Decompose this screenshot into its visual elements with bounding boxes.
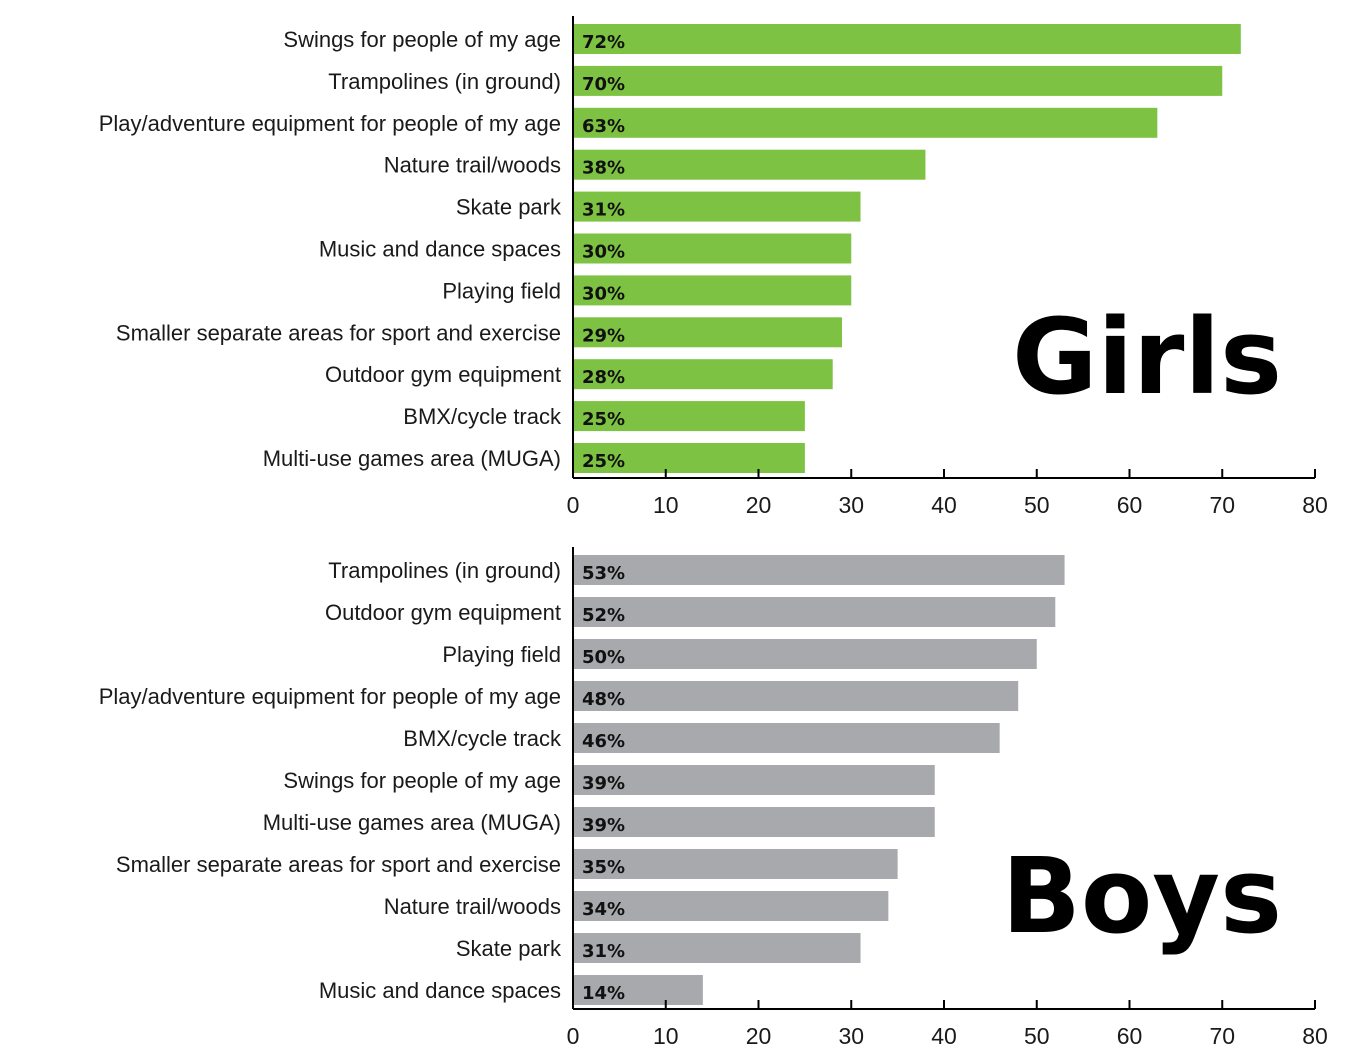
girls-bar-7 xyxy=(573,317,842,348)
girls-bar-0 xyxy=(573,24,1241,54)
boys-value-label-0: 53% xyxy=(582,563,625,584)
girls-category-label-1: Trampolines (in ground) xyxy=(328,69,561,94)
girls-category-label-3: Nature trail/woods xyxy=(384,153,561,178)
boys-value-label-3: 48% xyxy=(582,689,625,710)
girls-category-label-9: BMX/cycle track xyxy=(403,404,562,429)
girls-x-tick-label-3: 30 xyxy=(838,492,864,518)
girls-category-label-4: Skate park xyxy=(456,195,562,220)
girls-bar-9 xyxy=(573,401,805,432)
girls-category-label-7: Smaller separate areas for sport and exe… xyxy=(116,320,561,345)
boys-x-tick-label-2: 20 xyxy=(746,1023,772,1049)
boys-category-label-1: Outdoor gym equipment xyxy=(325,600,561,625)
girls-value-label-10: 25% xyxy=(582,451,625,472)
girls-bar-5 xyxy=(573,233,852,264)
girls-value-label-5: 30% xyxy=(582,242,625,263)
boys-category-label-8: Nature trail/woods xyxy=(384,894,561,919)
boys-value-label-4: 46% xyxy=(582,731,625,752)
boys-value-label-9: 31% xyxy=(582,941,625,962)
boys-category-label-10: Music and dance spaces xyxy=(319,978,561,1003)
boys-value-label-8: 34% xyxy=(582,899,625,920)
boys-category-label-3: Play/adventure equipment for people of m… xyxy=(99,684,561,709)
boys-bar-4 xyxy=(573,723,1000,753)
girls-x-tick-label-1: 10 xyxy=(653,492,679,518)
boys-bar-5 xyxy=(573,765,935,795)
girls-category-label-2: Play/adventure equipment for people of m… xyxy=(99,111,561,136)
girls-bar-4 xyxy=(573,191,861,222)
boys-category-label-5: Swings for people of my age xyxy=(283,768,561,793)
girls-category-label-10: Multi-use games area (MUGA) xyxy=(263,446,561,471)
boys-bar-8 xyxy=(573,891,889,921)
boys-bar-9 xyxy=(573,933,861,963)
boys-bar-0 xyxy=(573,555,1065,585)
boys-bar-10 xyxy=(573,975,703,1005)
girls-x-tick-label-7: 70 xyxy=(1209,492,1235,518)
girls-value-label-2: 63% xyxy=(582,116,625,137)
girls-panel-title: Girls xyxy=(1012,296,1282,418)
girls-category-label-8: Outdoor gym equipment xyxy=(325,362,561,387)
girls-category-label-6: Playing field xyxy=(442,278,561,303)
boys-x-tick-label-8: 80 xyxy=(1302,1023,1328,1049)
girls-value-label-3: 38% xyxy=(582,158,625,179)
girls-category-label-0: Swings for people of my age xyxy=(283,27,561,52)
boys-x-tick-label-6: 60 xyxy=(1117,1023,1143,1049)
girls-value-label-0: 72% xyxy=(582,32,625,53)
girls-bar-6 xyxy=(573,275,852,306)
boys-value-label-1: 52% xyxy=(582,605,625,626)
girls-bar-2 xyxy=(573,107,1158,138)
boys-category-label-9: Skate park xyxy=(456,936,562,961)
boys-category-label-2: Playing field xyxy=(442,642,561,667)
boys-value-label-6: 39% xyxy=(582,815,625,836)
girls-x-tick-label-4: 40 xyxy=(931,492,957,518)
boys-value-label-10: 14% xyxy=(582,983,625,1004)
boys-bar-6 xyxy=(573,807,935,837)
girls-value-label-8: 28% xyxy=(582,367,625,388)
boys-x-tick-label-7: 70 xyxy=(1209,1023,1235,1049)
boys-x-tick-label-0: 0 xyxy=(567,1023,580,1049)
girls-bar-10 xyxy=(573,443,805,473)
boys-panel-title: Boys xyxy=(1002,835,1282,957)
boys-x-tick-label-4: 40 xyxy=(931,1023,957,1049)
girls-category-label-5: Music and dance spaces xyxy=(319,237,561,262)
girls-value-label-1: 70% xyxy=(582,74,625,95)
girls-value-label-4: 31% xyxy=(582,200,625,221)
boys-value-label-7: 35% xyxy=(582,857,625,878)
boys-category-label-0: Trampolines (in ground) xyxy=(328,558,561,583)
girls-bar-3 xyxy=(573,149,926,180)
boys-bar-2 xyxy=(573,639,1037,669)
boys-bar-3 xyxy=(573,681,1019,711)
girls-x-tick-label-8: 80 xyxy=(1302,492,1328,518)
girls-x-tick-label-5: 50 xyxy=(1024,492,1050,518)
boys-value-label-5: 39% xyxy=(582,773,625,794)
girls-bar-8 xyxy=(573,359,833,390)
boys-category-label-4: BMX/cycle track xyxy=(403,726,562,751)
boys-x-tick-label-3: 30 xyxy=(838,1023,864,1049)
girls-x-tick-label-2: 20 xyxy=(746,492,772,518)
girls-value-label-6: 30% xyxy=(582,283,625,304)
boys-x-tick-label-5: 50 xyxy=(1024,1023,1050,1049)
girls-x-tick-label-6: 60 xyxy=(1117,492,1143,518)
girls-bar-1 xyxy=(573,65,1223,96)
girls-x-tick-label-0: 0 xyxy=(567,492,580,518)
boys-x-tick-label-1: 10 xyxy=(653,1023,679,1049)
boys-category-label-6: Multi-use games area (MUGA) xyxy=(263,810,561,835)
boys-category-label-7: Smaller separate areas for sport and exe… xyxy=(116,852,561,877)
girls-value-label-7: 29% xyxy=(582,325,625,346)
boys-bar-1 xyxy=(573,597,1056,627)
boys-value-label-2: 50% xyxy=(582,647,625,668)
girls-value-label-9: 25% xyxy=(582,409,625,430)
boys-bar-7 xyxy=(573,849,898,879)
